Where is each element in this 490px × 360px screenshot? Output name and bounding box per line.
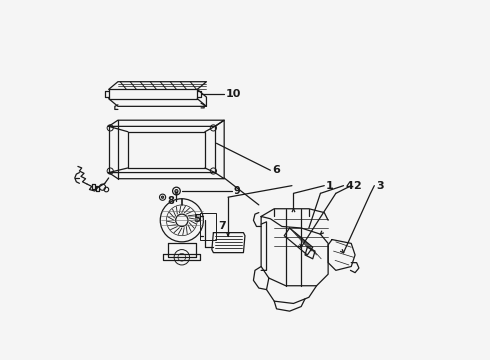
Text: 3: 3 — [376, 181, 384, 191]
Text: 10: 10 — [226, 89, 241, 99]
Text: 4: 4 — [345, 181, 353, 191]
Circle shape — [161, 196, 164, 198]
Text: 6: 6 — [272, 165, 280, 175]
Text: 2: 2 — [353, 181, 361, 191]
Text: 8: 8 — [167, 196, 174, 206]
Text: 7: 7 — [218, 221, 226, 231]
Text: 1: 1 — [326, 181, 334, 191]
Text: 5: 5 — [194, 214, 201, 224]
Text: 9: 9 — [233, 186, 240, 196]
Circle shape — [175, 189, 178, 193]
Bar — [199, 213, 217, 239]
